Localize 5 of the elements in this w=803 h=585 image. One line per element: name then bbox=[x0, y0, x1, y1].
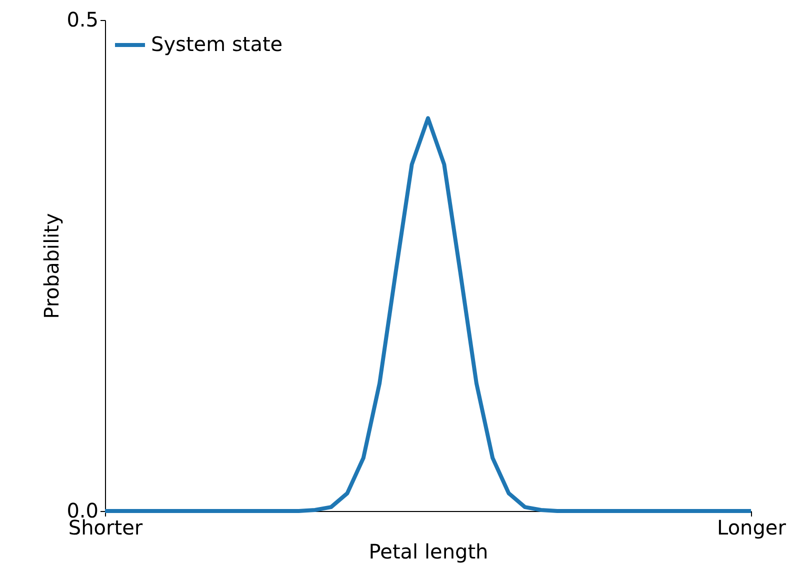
y-axis-title: Probability bbox=[40, 212, 64, 319]
x-tick-label: Longer bbox=[717, 516, 787, 540]
legend-label: System state bbox=[151, 32, 283, 56]
x-axis-title: Petal length bbox=[368, 540, 488, 564]
y-tick-label: 0.5 bbox=[66, 8, 98, 32]
